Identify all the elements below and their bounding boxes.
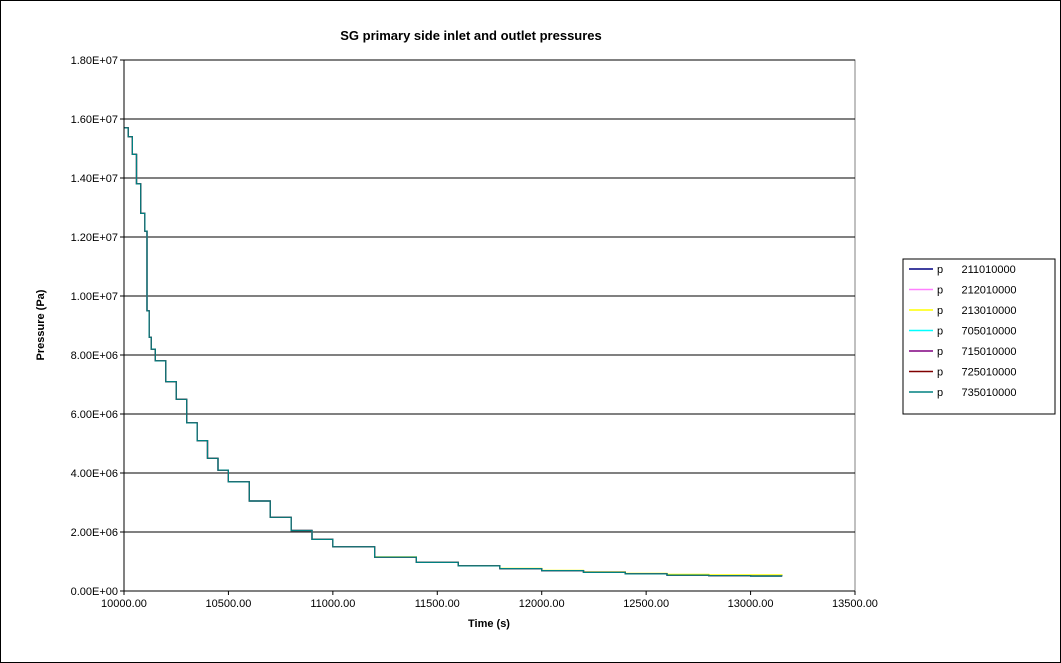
y-axis-title: Pressure (Pa) [35,289,47,360]
y-tick-label-2: 4.00E+06 [71,468,118,480]
legend-label-2: p 213010000 [937,305,1017,317]
y-tick-label-0: 0.00E+00 [71,586,118,598]
y-tick-label-4: 8.00E+06 [71,350,118,362]
x-tick-label-2: 11000.00 [310,598,355,610]
y-tick-label-8: 1.60E+07 [71,114,118,126]
x-tick-label-3: 11500.00 [415,598,460,610]
grid-lines [124,59,855,533]
series-layer [124,127,783,577]
legend-label-1: p 212010000 [937,285,1017,297]
y-tick-label-1: 2.00E+06 [71,527,118,539]
y-tick-label-9: 1.80E+07 [71,55,118,67]
legend-label-6: p 735010000 [937,387,1017,399]
x-tick-label-4: 12000.00 [519,598,565,610]
chart-title: SG primary side inlet and outlet pressur… [340,28,602,43]
y-tick-labels: 0.00E+00 2.00E+06 4.00E+06 6.00E+06 8.00E+06… [71,55,118,598]
legend: p 211010000 p 212010000 p 213010000 p 70501… [902,258,1056,415]
x-axis-title: Time (s) [468,618,510,630]
x-tick-label-1: 10500.00 [205,598,251,610]
series-line-6 [124,127,783,577]
x-tick-labels: 10000.00 10500.00 11000.00 11500.00 12000.00… [101,598,878,610]
legend-label-4: p 715010000 [937,346,1017,358]
x-tick-label-0: 10000.00 [101,598,147,610]
x-tick-label-7: 13500.00 [832,598,878,610]
x-tick-label-5: 12500.00 [623,598,669,610]
axes [120,59,856,595]
plot-area [123,59,856,592]
y-tick-label-6: 1.20E+07 [71,232,118,244]
y-tick-label-5: 1.00E+07 [71,291,118,303]
legend-label-5: p 725010000 [937,367,1017,379]
y-tick-label-3: 6.00E+06 [71,409,118,421]
legend-box [902,258,1056,415]
x-tick-label-6: 13000.00 [728,598,774,610]
legend-label-0: p 211010000 [937,264,1016,276]
y-tick-label-7: 1.40E+07 [71,173,118,185]
legend-label-3: p 705010000 [937,326,1017,338]
